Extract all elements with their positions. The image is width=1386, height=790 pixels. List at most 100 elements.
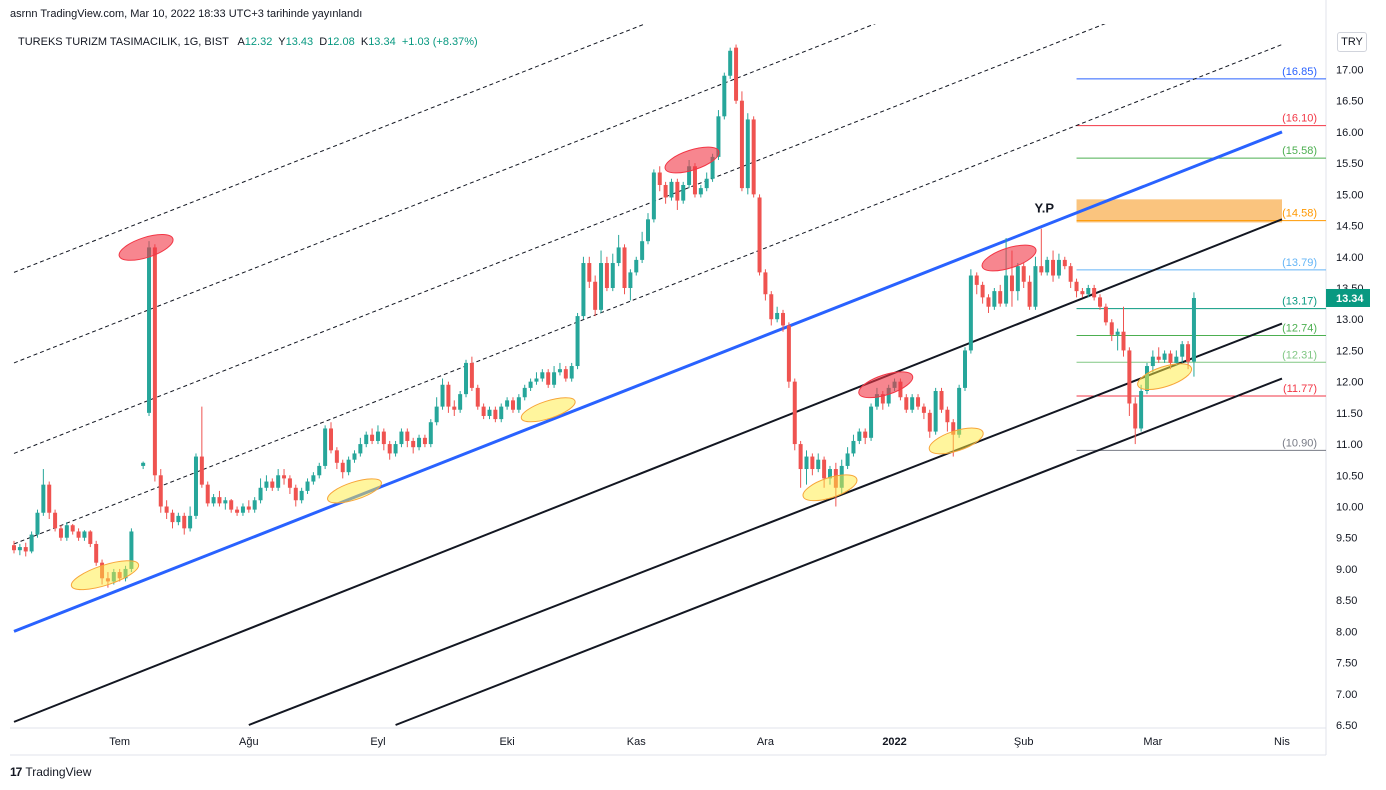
candle-body	[1009, 275, 1014, 292]
candle-body	[469, 362, 474, 388]
candle-body	[569, 366, 574, 379]
candle-body	[270, 481, 275, 488]
candle-body	[387, 444, 392, 454]
publication-caption: asrnn TradingView.com, Mar 10, 2022 18:3…	[10, 8, 363, 20]
candle-body	[329, 428, 333, 451]
candle-body	[12, 545, 16, 551]
candle-body	[1004, 275, 1009, 304]
candle-body	[510, 400, 515, 410]
candle-body	[264, 481, 269, 488]
candle-body	[540, 372, 545, 379]
candle-body	[945, 409, 950, 423]
fib-level-label: (14.58)	[1282, 208, 1317, 220]
candle-body	[516, 397, 521, 410]
x-tick-label: Mar	[1143, 736, 1162, 748]
candle-body	[458, 394, 463, 410]
parallel-channel-line	[395, 377, 1283, 726]
y-tick-label: 15.50	[1336, 158, 1364, 170]
candle-body	[851, 440, 856, 454]
candle-body	[1139, 391, 1144, 429]
candle-body	[599, 263, 604, 310]
candle-body	[622, 247, 627, 288]
candle-body	[235, 509, 240, 513]
candle-body	[352, 453, 357, 460]
candle-body	[1033, 266, 1038, 307]
candle-body	[869, 406, 874, 438]
candle-body	[182, 515, 187, 529]
candle-body	[822, 459, 827, 479]
open-value: 12.32	[244, 36, 273, 48]
candle-body	[64, 525, 69, 538]
candle-body	[1039, 266, 1044, 273]
supply-zone	[1076, 199, 1282, 223]
candle-body	[505, 400, 510, 407]
candle-body	[323, 428, 328, 466]
candle-body	[94, 543, 99, 563]
candle-body	[557, 369, 562, 373]
y-tick-label: 16.00	[1336, 127, 1364, 139]
candle-body	[199, 456, 204, 485]
candle-body	[417, 437, 422, 448]
candle-body	[845, 453, 850, 466]
x-tick-label: Tem	[109, 736, 130, 748]
candle-body	[1086, 288, 1091, 295]
candle-body	[646, 219, 650, 242]
candle-body	[616, 247, 621, 264]
candle-body	[968, 275, 973, 351]
candle-body	[346, 459, 351, 473]
candle-body	[663, 184, 668, 198]
candle-body	[1027, 281, 1032, 307]
candle-body	[147, 247, 152, 413]
candle-body	[317, 465, 322, 476]
candle-body	[933, 391, 938, 432]
candle-body	[775, 312, 780, 320]
candle-body	[276, 475, 281, 488]
candle-body	[998, 291, 1003, 304]
currency-button[interactable]: TRY	[1337, 32, 1367, 52]
candle-body	[311, 475, 316, 482]
support-highlight	[802, 474, 858, 502]
candle-body	[546, 372, 551, 385]
fib-level-label: (16.10)	[1282, 113, 1317, 125]
candle-body	[792, 381, 797, 445]
candle-body	[728, 50, 733, 76]
candle-body	[798, 444, 803, 470]
candle-body	[1186, 344, 1191, 362]
symbol-legend: TUREKS TURIZM TASIMACILIK, 1G, BIST A12.…	[18, 36, 478, 48]
candle-body	[475, 387, 480, 407]
y-tick-label: 12.00	[1336, 377, 1364, 389]
candle-body	[41, 484, 46, 513]
parallel-channel-line	[13, 218, 1283, 723]
resistance-highlight	[981, 244, 1037, 272]
candle-body	[1115, 331, 1120, 335]
y-tick-label: 7.00	[1336, 689, 1357, 701]
candle-body	[487, 409, 492, 416]
candle-body	[364, 434, 369, 445]
y-tick-label: 17.00	[1336, 65, 1364, 77]
y-tick-label: 10.00	[1336, 502, 1364, 514]
dashed-parallel-line	[13, 44, 1283, 545]
candle-body	[681, 184, 686, 201]
x-tick-label: 2022	[882, 736, 906, 748]
y-tick-label: 9.00	[1336, 564, 1357, 576]
candle-body	[35, 512, 40, 535]
high-value: 13.43	[285, 36, 314, 48]
x-tick-label: Eyl	[370, 736, 385, 748]
candle-body	[734, 47, 739, 101]
candle-body	[422, 437, 427, 445]
y-tick-label: 13.00	[1336, 314, 1364, 326]
candle-body	[745, 119, 750, 189]
candle-body	[1074, 281, 1079, 292]
candle-body	[399, 431, 404, 445]
candle-body	[916, 397, 921, 407]
candle-body	[857, 431, 862, 441]
y-tick-label: 8.00	[1336, 626, 1357, 638]
candle-body	[252, 500, 257, 510]
candle-body	[1162, 353, 1167, 360]
close-value: 13.34	[368, 36, 396, 48]
support-highlight	[1137, 363, 1193, 391]
trend-channel-line	[13, 130, 1283, 633]
last-price-badge	[1326, 288, 1370, 307]
candle-body	[587, 263, 592, 282]
